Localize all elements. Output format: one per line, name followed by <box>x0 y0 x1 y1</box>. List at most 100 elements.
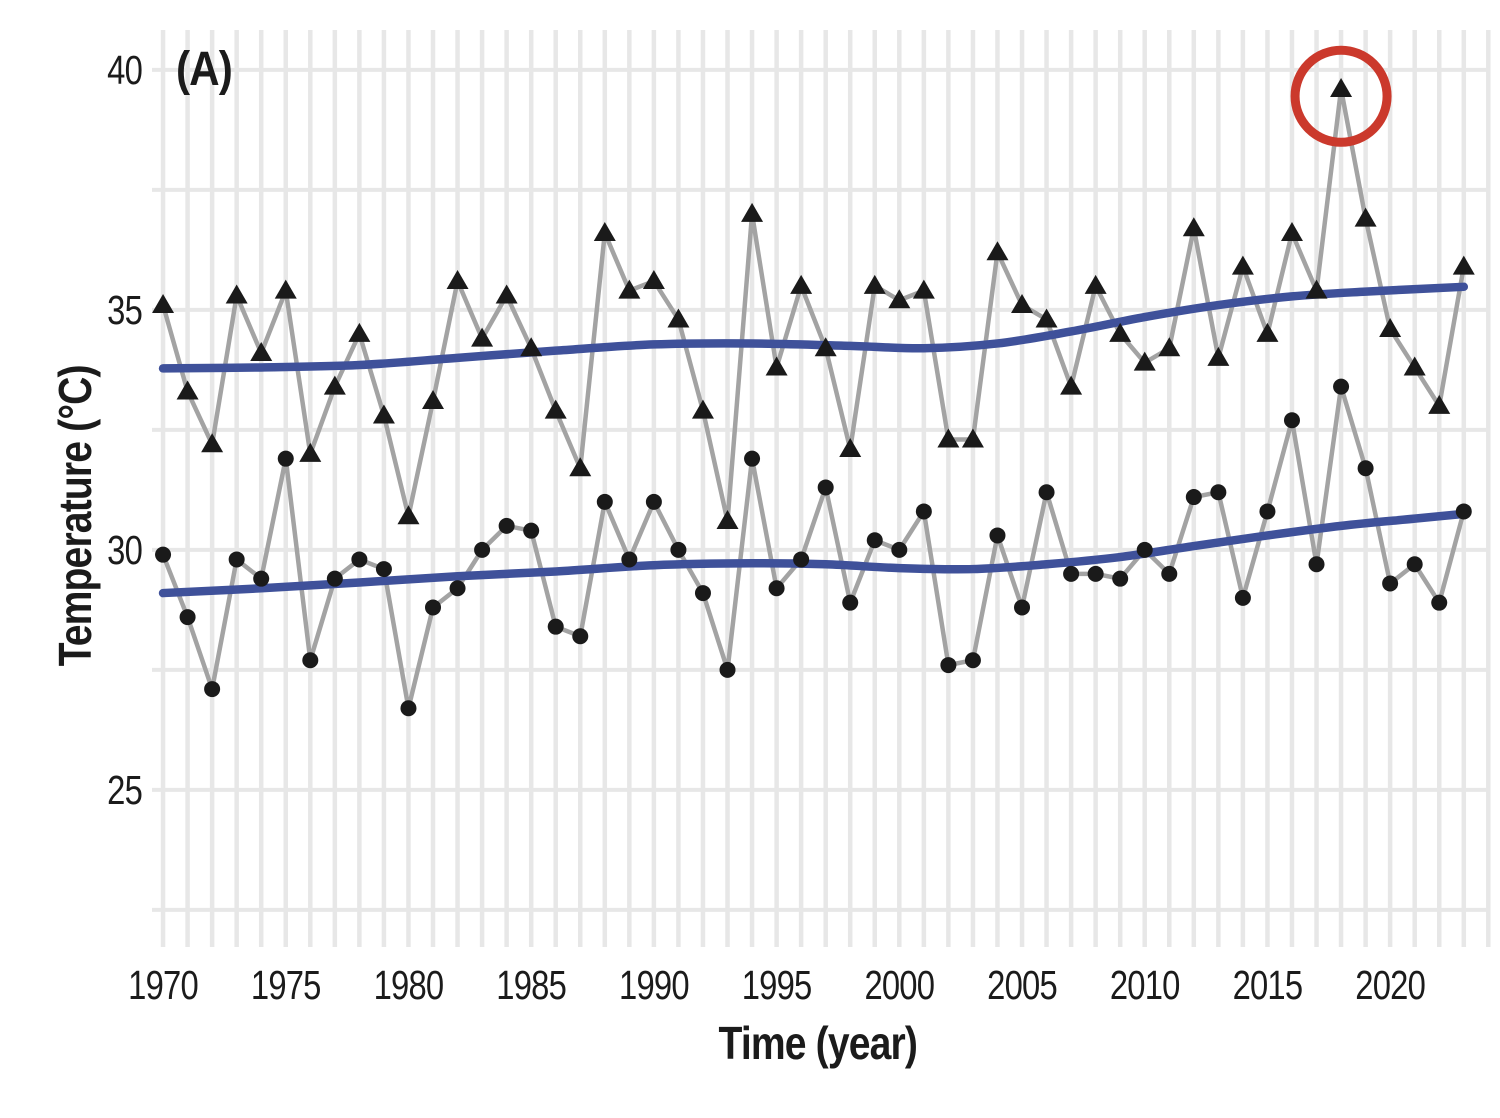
circle-marker <box>302 652 319 669</box>
triangle-marker <box>1035 308 1058 328</box>
x-tick-label: 2015 <box>1233 961 1303 1007</box>
circle-series-markers <box>155 378 1472 717</box>
circle-marker <box>572 628 589 645</box>
circle-marker <box>277 450 294 467</box>
triangle-marker <box>1060 375 1083 395</box>
circle-marker <box>1038 484 1055 501</box>
triangle-marker <box>691 399 714 419</box>
circle-marker <box>1136 541 1153 558</box>
triangle-marker <box>863 274 886 294</box>
triangle-marker <box>790 274 813 294</box>
circle-marker <box>1014 599 1031 616</box>
x-tick-label: 1990 <box>619 961 689 1007</box>
triangle-marker <box>642 270 665 290</box>
triangle-marker <box>152 294 175 314</box>
circle-marker <box>621 551 638 568</box>
vertical-gridlines <box>160 30 1491 947</box>
circle-marker <box>719 661 736 678</box>
circle-marker <box>1431 594 1448 611</box>
triangle-marker <box>1428 394 1451 414</box>
triangle-marker <box>1305 279 1328 299</box>
y-tick-label: 25 <box>107 766 142 812</box>
triangle-marker <box>1354 207 1377 227</box>
x-tick-label: 1985 <box>496 961 566 1007</box>
triangle-marker <box>520 337 543 357</box>
circle-marker <box>498 517 515 534</box>
triangle-marker <box>176 380 199 400</box>
circle-marker <box>645 493 662 510</box>
triangle-marker <box>1256 322 1279 342</box>
triangle-marker <box>839 438 862 458</box>
triangle-marker <box>986 241 1009 261</box>
circle-marker <box>547 618 564 635</box>
triangle-marker <box>274 279 297 299</box>
triangle-marker <box>569 457 592 477</box>
triangle-marker <box>1231 255 1254 275</box>
circle-marker <box>351 551 368 568</box>
triangle-marker <box>348 322 371 342</box>
triangle-marker <box>888 289 911 309</box>
smoothed-trend-upper <box>158 282 1469 373</box>
triangle-marker <box>961 428 984 448</box>
circle-marker <box>1259 503 1276 520</box>
x-axis-title: Time (year) <box>593 1016 1043 1070</box>
y-tick-label: 40 <box>107 46 142 92</box>
x-tick-label: 2020 <box>1355 961 1425 1007</box>
circle-marker <box>670 541 687 558</box>
triangle-marker <box>323 375 346 395</box>
triangle-marker <box>593 222 616 242</box>
triangle-marker <box>912 279 935 299</box>
x-tick-label: 1980 <box>374 961 444 1007</box>
circle-marker <box>940 657 957 674</box>
triangle-marker <box>741 202 764 222</box>
x-tick-label: 1975 <box>251 961 321 1007</box>
circle-marker <box>1308 556 1325 573</box>
y-tick-label: 35 <box>107 286 142 332</box>
triangle-marker <box>1011 294 1034 314</box>
triangle-marker <box>814 337 837 357</box>
triangle-marker <box>250 342 273 362</box>
x-tick-label: 2005 <box>987 961 1057 1007</box>
triangle-marker <box>544 399 567 419</box>
triangle-series-line <box>160 86 1466 524</box>
triangle-marker <box>495 284 518 304</box>
circle-marker <box>375 561 392 578</box>
circle-marker <box>1112 570 1129 587</box>
triangle-marker <box>372 404 395 424</box>
triangle-marker <box>1403 356 1426 376</box>
circle-marker <box>449 580 466 597</box>
circle-marker <box>228 551 245 568</box>
circle-marker <box>523 522 540 539</box>
smoothed-trend-lower <box>158 509 1469 598</box>
circle-marker <box>1333 378 1350 395</box>
circle-marker <box>326 570 343 587</box>
triangle-marker <box>1109 322 1132 342</box>
circle-marker <box>1357 460 1374 477</box>
circle-marker <box>1234 589 1251 606</box>
circle-marker <box>596 493 613 510</box>
circle-marker <box>253 570 270 587</box>
circle-marker <box>1161 565 1178 582</box>
triangle-marker <box>446 270 469 290</box>
triangle-marker <box>1379 318 1402 338</box>
circle-marker <box>989 527 1006 544</box>
circle-marker <box>694 585 711 602</box>
circle-marker <box>1210 484 1227 501</box>
x-tick-label: 1970 <box>128 961 198 1007</box>
x-axis-title-text: Time (year) <box>718 1017 918 1069</box>
triangle-marker <box>667 308 690 328</box>
y-tick-labels: 25 30 35 40 <box>107 46 143 812</box>
circle-marker <box>400 700 417 717</box>
circle-marker <box>915 503 932 520</box>
circle-marker <box>1087 565 1104 582</box>
circle-marker <box>155 546 172 563</box>
circle-marker <box>842 594 859 611</box>
circle-marker <box>866 532 883 549</box>
circle-marker <box>1455 503 1472 520</box>
circle-marker <box>793 551 810 568</box>
triangle-marker <box>1084 274 1107 294</box>
triangle-marker <box>299 442 322 462</box>
triangle-marker <box>716 510 739 530</box>
